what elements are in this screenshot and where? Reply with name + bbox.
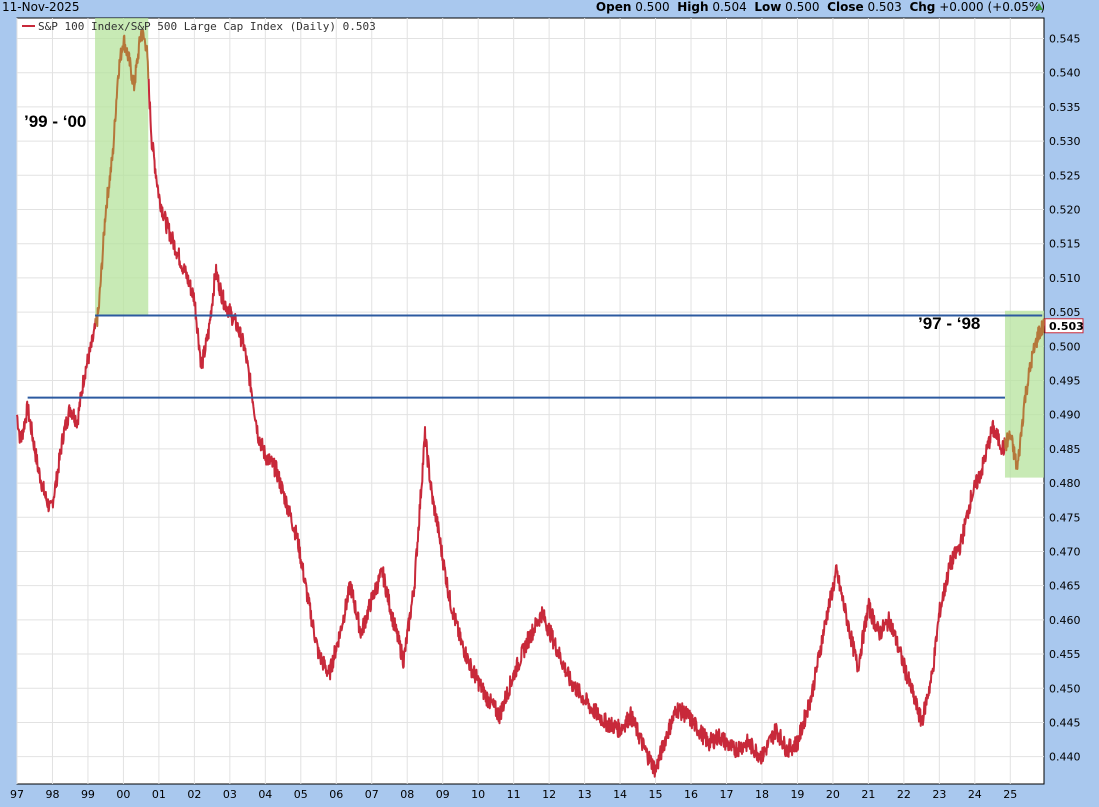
x-tick-label: 16 (684, 788, 698, 801)
x-tick-label: 06 (329, 788, 343, 801)
x-tick-label: 12 (542, 788, 556, 801)
x-tick-label: 21 (861, 788, 875, 801)
quote-values: Open 0.500 High 0.504 Low 0.500 Close 0.… (596, 0, 1045, 14)
chg-label: Chg (909, 0, 936, 14)
series-line (147, 78, 1006, 778)
x-tick-label: 11 (507, 788, 521, 801)
x-tick-label: 22 (897, 788, 911, 801)
x-tick-label: 08 (400, 788, 414, 801)
low-label: Low (754, 0, 782, 14)
y-axis: 0.440 0.445 0.450 0.455 0.460 0.465 0.470 0.475… (1049, 33, 1081, 764)
y-tick-label: 0.470 (1049, 545, 1081, 558)
y-tick-label: 0.510 (1049, 272, 1081, 285)
y-tick-label: 0.445 (1049, 716, 1081, 729)
x-tick-label: 17 (719, 788, 733, 801)
horizontal-reference-lines (27, 314, 1043, 399)
highlight-regions (95, 18, 1044, 478)
x-tick-label: 00 (116, 788, 130, 801)
x-tick-label: 07 (365, 788, 379, 801)
last-value-tag: 0.503 (1044, 318, 1084, 334)
y-tick-label: 0.450 (1049, 682, 1081, 695)
x-tick-label: 01 (152, 788, 166, 801)
x-tick-label: 20 (826, 788, 840, 801)
y-tick-label: 0.455 (1049, 648, 1081, 661)
close-value: 0.503 (867, 0, 902, 14)
x-tick-label: 99 (81, 788, 95, 801)
y-tick-label: 0.440 (1049, 751, 1081, 764)
annotation-97-98: ’97 - ‘98 (918, 314, 980, 333)
x-tick-label: 98 (45, 788, 59, 801)
x-tick-label: 09 (436, 788, 450, 801)
x-tick-label: 04 (258, 788, 272, 801)
legend-label: S&P 100 Index/S&P 500 Large Cap Index (D… (38, 20, 376, 33)
low-value: 0.500 (785, 0, 820, 14)
series-layer (16, 29, 1045, 778)
y-tick-label: 0.500 (1049, 340, 1081, 353)
x-tick-label: 97 (10, 788, 24, 801)
x-tick-label: 24 (968, 788, 982, 801)
x-tick-label: 13 (578, 788, 592, 801)
y-tick-label: 0.525 (1049, 169, 1081, 182)
y-tick-label: 0.535 (1049, 101, 1081, 114)
x-axis: 97 98 99 00 01 02 03 04 05 06 07 08 09 10 11 12 13 14 15 16… (10, 788, 1017, 801)
y-tick-label: 0.495 (1049, 374, 1081, 387)
y-tick-label: 0.490 (1049, 409, 1081, 422)
y-tick-label: 0.485 (1049, 443, 1081, 456)
x-tick-label: 02 (187, 788, 201, 801)
x-tick-label: 10 (471, 788, 485, 801)
annotation-99-00: ’99 - ‘00 (24, 112, 86, 131)
y-tick-label: 0.515 (1049, 238, 1081, 251)
y-tick-label: 0.480 (1049, 477, 1081, 490)
x-tick-label: 14 (613, 788, 627, 801)
y-tick-label: 0.540 (1049, 67, 1081, 80)
legend: S&P 100 Index/S&P 500 Large Cap Index (D… (22, 20, 376, 33)
highlighted-series-line (94, 29, 150, 328)
x-tick-label: 23 (932, 788, 946, 801)
y-tick-label: 0.530 (1049, 135, 1081, 148)
x-tick-label: 25 (1003, 788, 1017, 801)
y-tick-label: 0.475 (1049, 511, 1081, 524)
y-tick-label: 0.505 (1049, 306, 1081, 319)
open-value: 0.500 (635, 0, 670, 14)
x-tick-label: 19 (790, 788, 804, 801)
y-tick-label: 0.465 (1049, 580, 1081, 593)
y-tick-label: 0.460 (1049, 614, 1081, 627)
x-tick-label: 18 (755, 788, 769, 801)
last-value-box (1044, 318, 1084, 334)
open-label: Open (595, 0, 632, 14)
x-tick-label: 03 (223, 788, 237, 801)
x-tick-label: 05 (294, 788, 308, 801)
plot-area (16, 17, 1045, 785)
quote-header: 11-Nov-2025 Open 0.500 High 0.504 Low 0.… (0, 0, 1099, 16)
last-value-label: 0.503 (1049, 320, 1084, 333)
highlighted-series-line (1004, 318, 1045, 470)
series-line (16, 318, 97, 513)
high-value: 0.504 (712, 0, 747, 14)
up-triangle-icon (1035, 3, 1043, 10)
chg-value: +0.000 (+0.05%) (939, 0, 1045, 14)
quote-date: 11-Nov-2025 (2, 0, 80, 14)
close-label: Close (827, 0, 864, 14)
y-tick-label: 0.545 (1049, 33, 1081, 46)
high-label: High (677, 0, 709, 14)
annotations: ’99 - ‘00 ’97 - ‘98 (24, 112, 980, 333)
y-tick-label: 0.520 (1049, 204, 1081, 217)
x-tick-label: 15 (649, 788, 663, 801)
highlight-region (95, 18, 149, 316)
